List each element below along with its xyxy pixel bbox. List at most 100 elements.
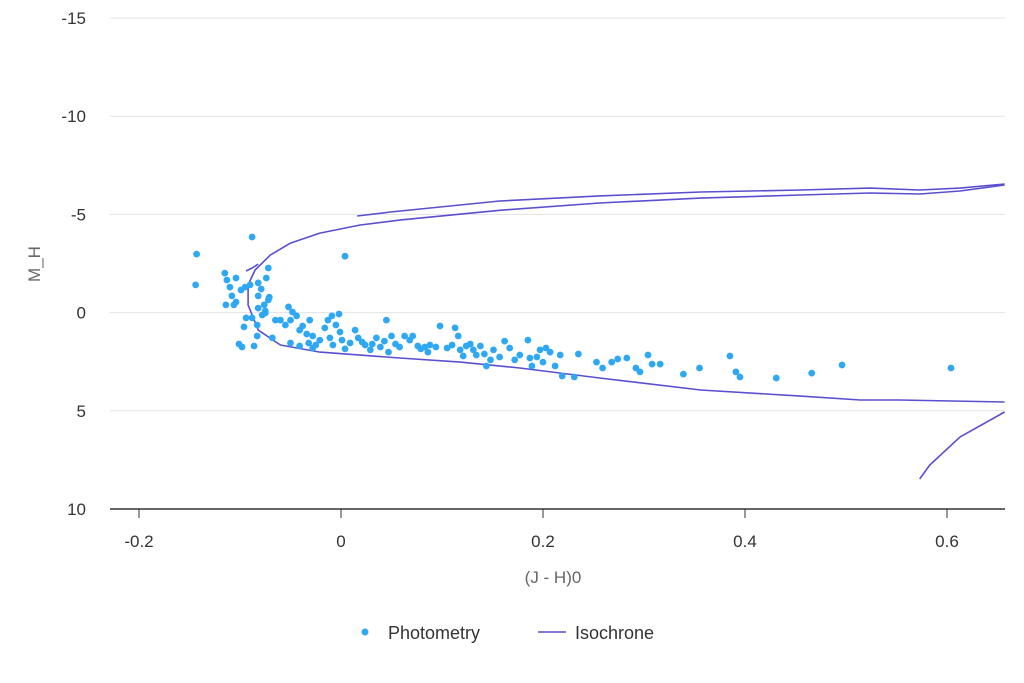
- photometry-point: [401, 332, 408, 340]
- grid-lines: [110, 17, 1005, 412]
- photometry-point: [260, 301, 268, 309]
- photometry-point: [448, 341, 456, 349]
- photometry-point: [328, 312, 336, 320]
- x-tick-label: -0.2: [124, 532, 153, 551]
- photometry-point: [477, 342, 484, 350]
- photometry-point: [264, 264, 272, 272]
- y-tick-label: -5: [71, 205, 86, 224]
- photometry-point: [305, 339, 313, 347]
- legend-item-photometry[interactable]: Photometry: [361, 623, 481, 643]
- legend-item-isochrone[interactable]: Isochrone: [538, 623, 654, 643]
- x-axis-label: (J - H)0: [525, 568, 582, 587]
- photometry-point: [546, 348, 554, 356]
- photometry-point: [736, 373, 744, 381]
- photometry-point: [528, 362, 536, 370]
- photometry-point: [533, 353, 541, 361]
- y-tick-label: -10: [61, 107, 86, 126]
- photometry-point: [246, 281, 254, 289]
- legend-isochrone-label: Isochrone: [575, 623, 654, 643]
- photometry-point: [511, 356, 519, 364]
- photometry-point: [368, 340, 376, 348]
- photometry-point: [808, 369, 816, 377]
- photometry-point: [539, 358, 547, 366]
- x-tick-label: 0.6: [935, 532, 959, 551]
- photometry-point: [732, 368, 740, 376]
- photometry-point: [377, 343, 384, 351]
- photometry-point: [526, 354, 534, 362]
- y-axis-ticks: -15 -10 -5 0 5 10: [61, 9, 86, 519]
- photometry-point: [287, 339, 294, 347]
- photometry-point: [346, 339, 354, 347]
- photometry-point: [436, 322, 444, 330]
- photometry-point: [644, 351, 652, 359]
- photometry-point: [599, 364, 606, 372]
- photometry-point: [409, 332, 417, 340]
- x-tick-label: 0.4: [733, 532, 757, 551]
- photometry-point: [254, 292, 262, 300]
- photometry-point: [250, 342, 258, 350]
- photometry-point: [240, 323, 248, 331]
- photometry-point: [396, 343, 403, 351]
- photometry-point: [351, 326, 359, 334]
- photometry-point: [254, 304, 262, 312]
- photometry-point: [608, 358, 616, 366]
- photometry-point: [248, 233, 256, 241]
- photometry-point: [947, 364, 955, 372]
- photometry-point: [456, 346, 464, 354]
- photometry-point: [524, 336, 532, 344]
- photometry-point: [516, 351, 524, 359]
- photometry-point: [296, 342, 303, 350]
- photometry-point: [230, 301, 238, 309]
- photometry-point: [293, 312, 300, 320]
- photometry-point: [222, 301, 230, 309]
- photometry-point: [496, 353, 503, 361]
- photometry-point: [329, 341, 337, 349]
- isochrone-line: [357, 183, 1005, 217]
- photometry-point: [232, 274, 240, 282]
- photometry-point: [696, 364, 703, 372]
- photometry-point: [192, 281, 200, 289]
- legend: Photometry Isochrone: [361, 623, 654, 643]
- x-axis-ticks: -0.2 0 0.2 0.4 0.6: [124, 509, 959, 551]
- photometry-point: [388, 332, 395, 340]
- photometry-point: [336, 328, 344, 336]
- photometry-point: [466, 340, 474, 348]
- photometry-point: [312, 341, 320, 349]
- photometry-point: [575, 350, 582, 358]
- photometry-point: [338, 336, 346, 344]
- photometry-point: [361, 341, 369, 349]
- photometry-point: [838, 361, 846, 369]
- photometry-point: [287, 316, 294, 324]
- photometry-point: [443, 344, 451, 352]
- y-tick-label: 5: [77, 402, 86, 421]
- photometry-point: [303, 330, 311, 338]
- photometry-point: [221, 269, 229, 277]
- photometry-point: [648, 360, 656, 368]
- photometry-point: [366, 346, 374, 354]
- photometry-point: [254, 279, 262, 287]
- photometry-point: [459, 352, 467, 360]
- photometry-point: [226, 283, 234, 291]
- photometry-point: [326, 334, 334, 342]
- photometry-point: [335, 310, 343, 318]
- photometry-point: [285, 303, 292, 311]
- photometry-point: [451, 324, 459, 332]
- photometry-point: [421, 343, 429, 351]
- photometry-point: [623, 354, 631, 362]
- photometry-point: [570, 373, 578, 381]
- photometry-point: [432, 343, 440, 351]
- photometry-point: [223, 276, 231, 284]
- photometry-point: [262, 274, 270, 282]
- photometry-point: [242, 314, 250, 322]
- photometry-point: [248, 314, 256, 322]
- y-tick-label: 0: [77, 304, 86, 323]
- photometry-point: [481, 350, 488, 358]
- photometry-point: [483, 362, 490, 370]
- photometry-point: [556, 351, 564, 359]
- photometry-point: [253, 332, 261, 340]
- photometry-point: [469, 346, 477, 354]
- photometry-point: [341, 345, 349, 353]
- photometry-point: [636, 368, 644, 376]
- photometry-point: [472, 351, 480, 359]
